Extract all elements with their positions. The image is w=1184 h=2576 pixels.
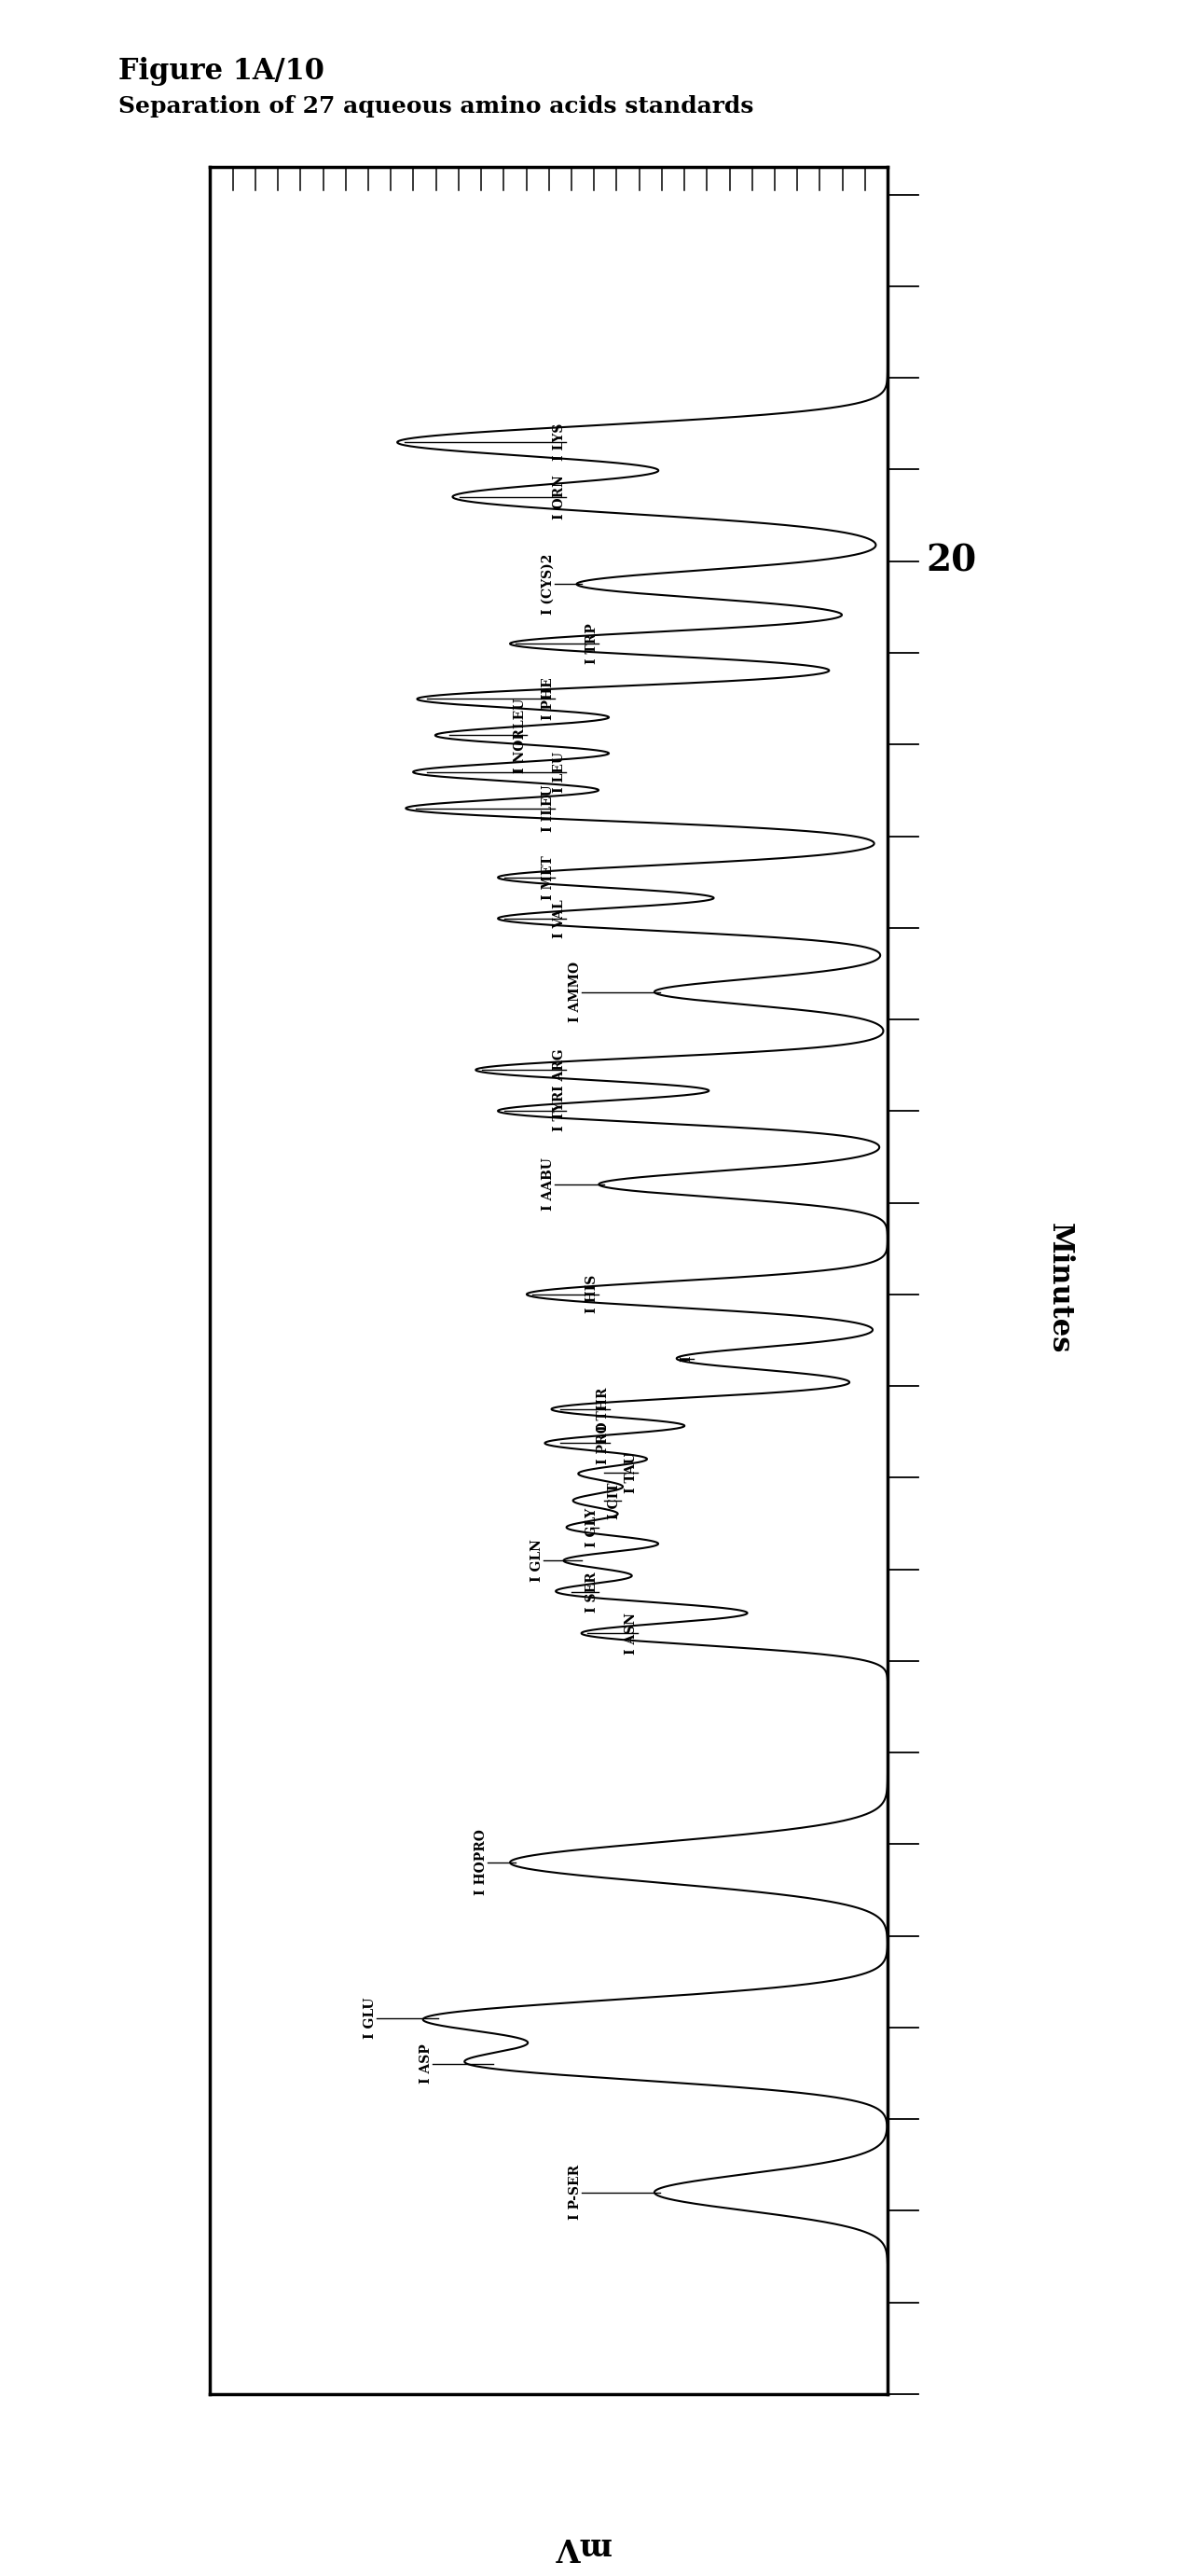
Text: I: I <box>680 1355 694 1363</box>
Text: mV: mV <box>554 2532 611 2563</box>
Text: I NORLEU: I NORLEU <box>514 698 527 773</box>
Text: I LEU: I LEU <box>553 752 566 793</box>
Text: I SER: I SER <box>586 1571 599 1613</box>
Text: I P-SER: I P-SER <box>570 2164 583 2221</box>
Text: I ASN: I ASN <box>625 1613 638 1654</box>
Text: I AMMO: I AMMO <box>570 961 583 1023</box>
Text: I ORN: I ORN <box>553 474 566 520</box>
Text: I TAU: I TAU <box>625 1453 638 1494</box>
Text: I (CYS)2: I (CYS)2 <box>541 554 554 616</box>
Text: I PHE: I PHE <box>541 677 554 721</box>
Text: I VAL: I VAL <box>553 899 566 938</box>
Text: I GLN: I GLN <box>530 1538 543 1582</box>
Text: I ASP: I ASP <box>419 2045 432 2084</box>
Text: I GLU: I GLU <box>363 1996 377 2040</box>
Text: I TRP: I TRP <box>586 623 599 665</box>
Text: I GLY: I GLY <box>586 1510 599 1548</box>
Text: I TYR: I TYR <box>553 1090 566 1131</box>
Text: I PRO: I PRO <box>597 1422 610 1463</box>
Text: I HIS: I HIS <box>586 1275 599 1314</box>
Text: 20: 20 <box>926 544 977 580</box>
Text: I CIT: I CIT <box>609 1481 622 1520</box>
Text: I AABU: I AABU <box>541 1157 554 1211</box>
Text: I ARG: I ARG <box>553 1048 566 1092</box>
Text: I ILEU: I ILEU <box>541 786 554 832</box>
Text: I LYS: I LYS <box>553 422 566 461</box>
Text: I MET: I MET <box>541 855 554 899</box>
Text: Separation of 27 aqueous amino acids standards: Separation of 27 aqueous amino acids sta… <box>118 95 754 118</box>
Text: Minutes: Minutes <box>1045 1224 1074 1352</box>
Text: I THR: I THR <box>597 1388 610 1430</box>
Text: Figure 1A/10: Figure 1A/10 <box>118 57 324 85</box>
Text: I HOPRO: I HOPRO <box>475 1829 488 1896</box>
